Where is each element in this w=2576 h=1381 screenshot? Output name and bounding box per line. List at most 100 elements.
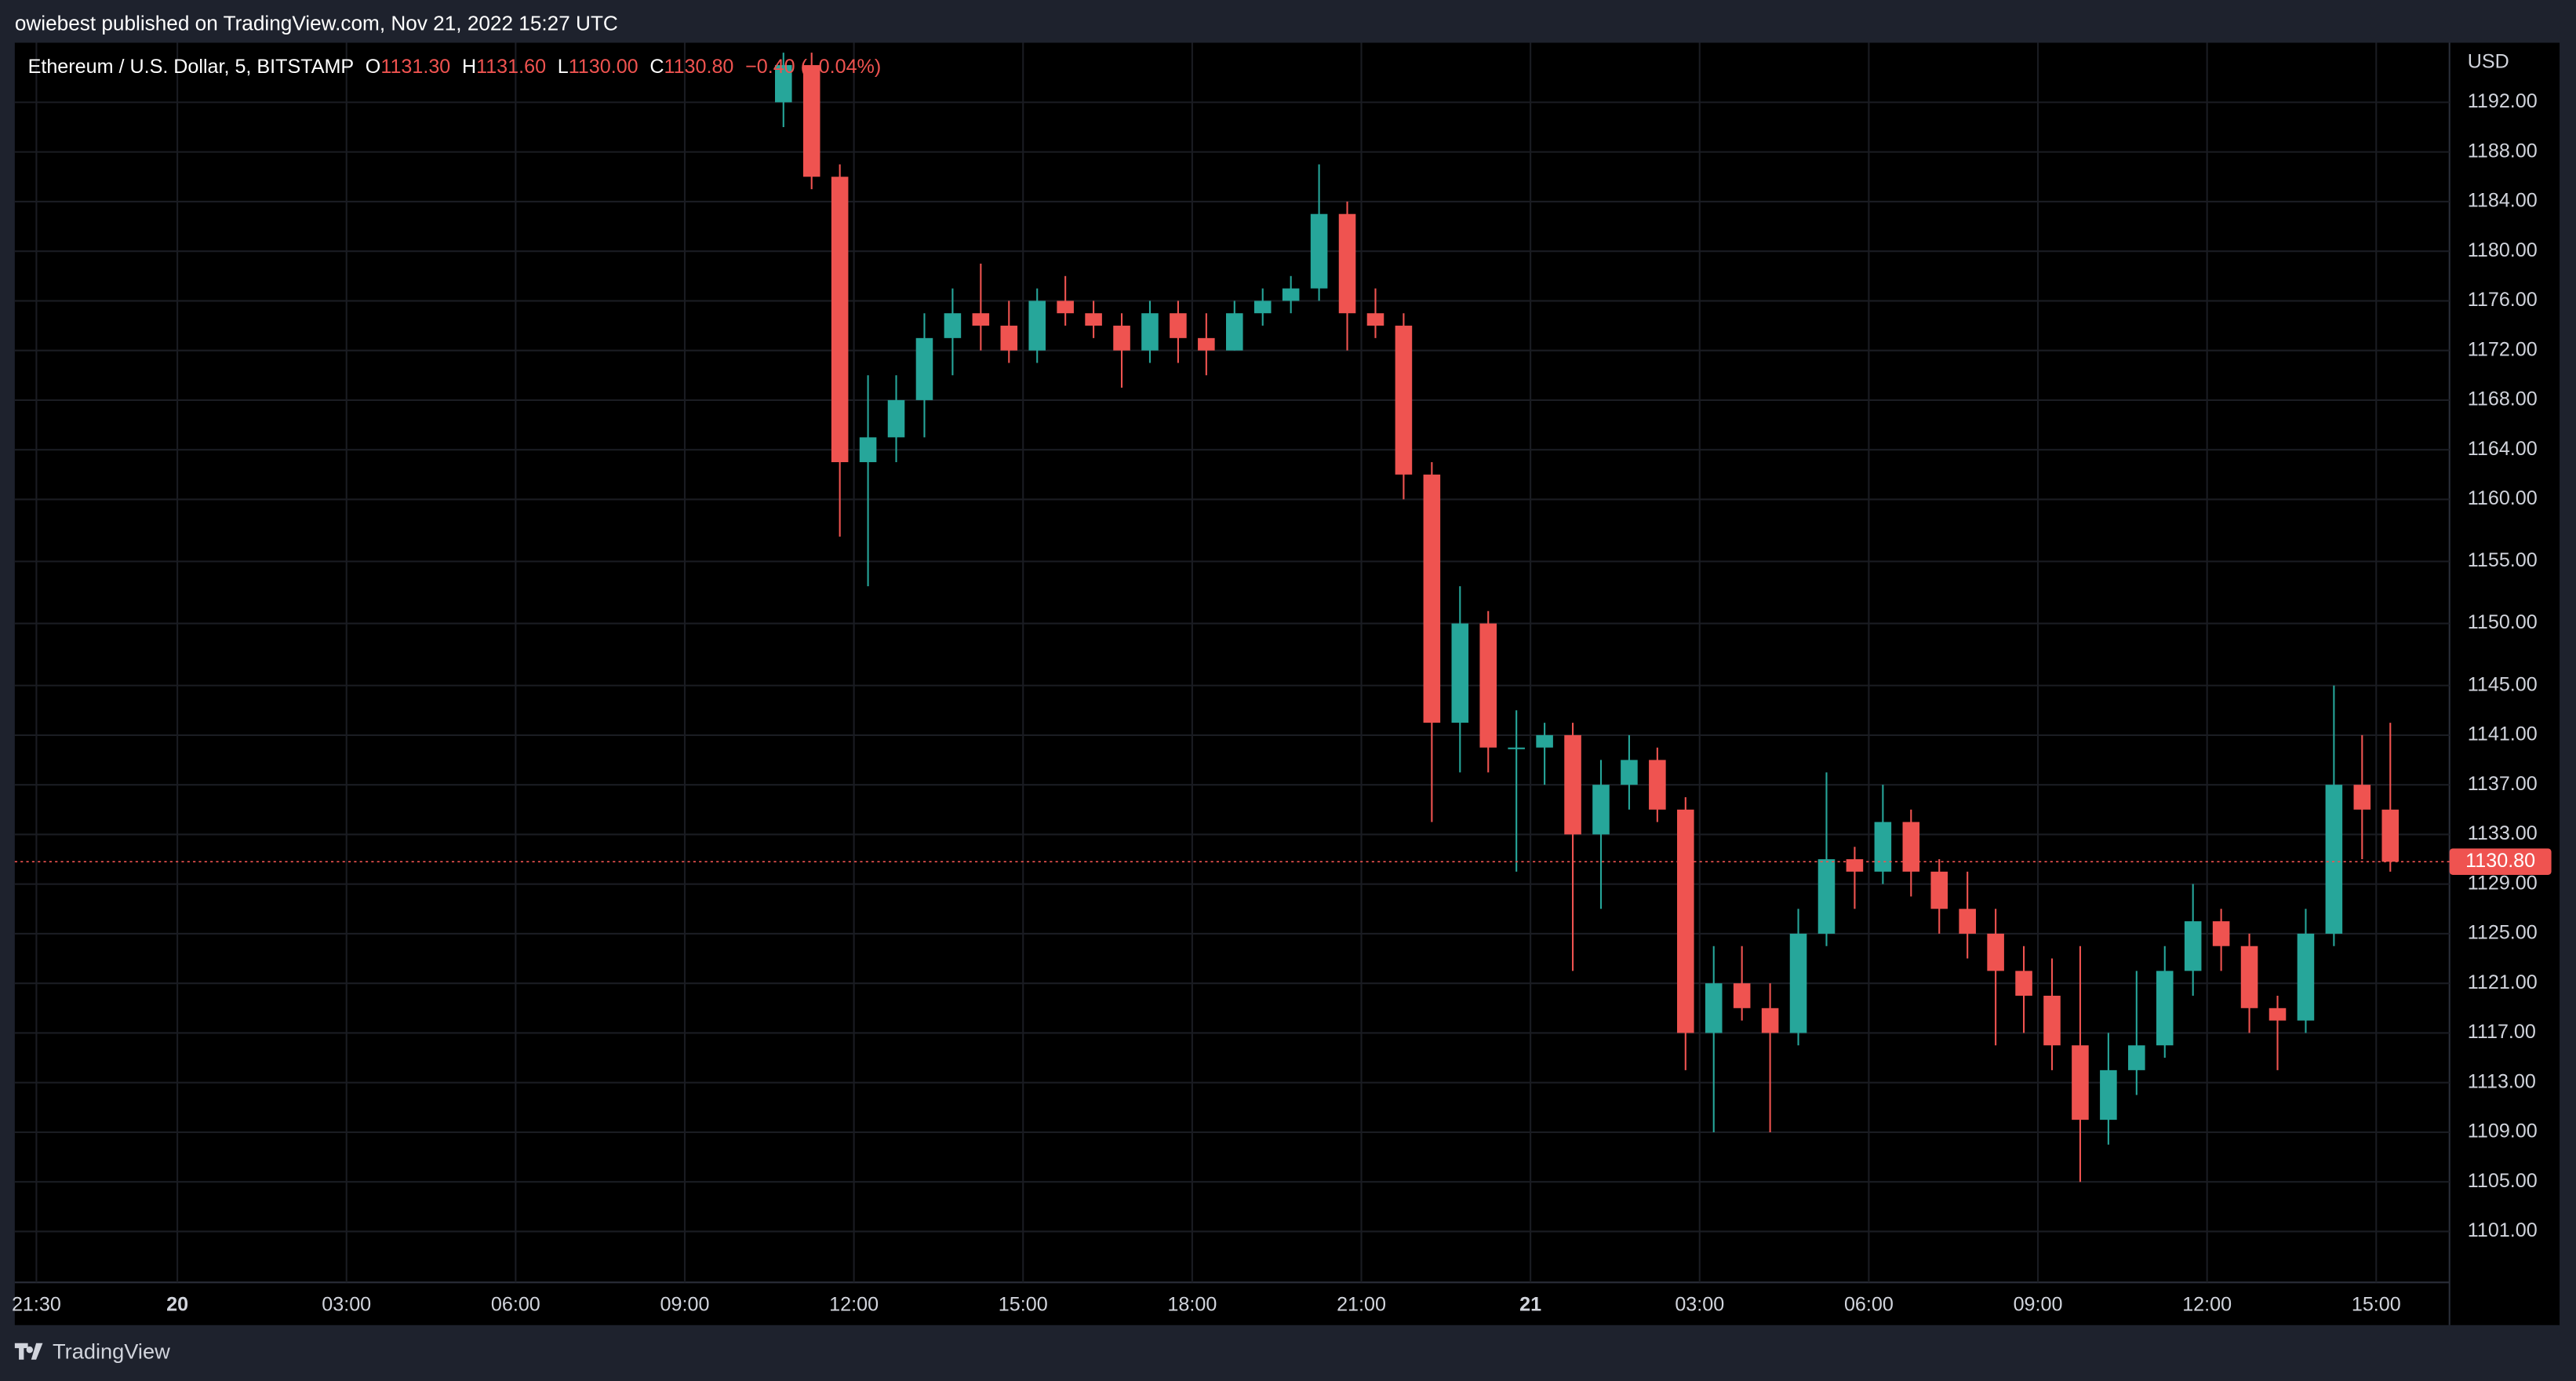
candle-body (2297, 933, 2315, 1021)
candles (774, 53, 2400, 1182)
x-tick-label: 12:00 (2182, 1293, 2232, 1315)
candle-body (1451, 623, 1469, 723)
candle-body (2128, 1045, 2145, 1070)
candle-body (1395, 326, 1413, 475)
candle-body (2325, 785, 2343, 934)
y-tick-label: 1105.00 (2468, 1170, 2538, 1192)
candle-body (1198, 337, 1215, 351)
candle-body (1874, 822, 1892, 872)
candle-body (1508, 747, 1525, 749)
candle-body (1592, 785, 1610, 835)
legend-value: 1131.60 (476, 56, 546, 78)
y-tick-label: 1150.00 (2468, 611, 2538, 633)
candle-body (2156, 971, 2174, 1046)
candle-body (1141, 313, 1159, 351)
candle-body (1338, 213, 1356, 314)
candle-body (2043, 995, 2061, 1046)
candle-body (1226, 313, 1243, 351)
candle-body (2072, 1045, 2089, 1120)
candle-body (831, 177, 849, 462)
legend-key: H (462, 56, 476, 78)
candle-body (774, 64, 792, 103)
candle-body (1310, 213, 1328, 289)
candle-body (1057, 301, 1074, 314)
y-tick-label: 1164.00 (2468, 438, 2538, 460)
last-price-box (2449, 848, 2552, 875)
x-tick-label: 09:00 (660, 1293, 710, 1315)
y-tick-label: 1168.00 (2468, 388, 2538, 410)
candle-body (1423, 474, 1441, 723)
candle-body (1649, 760, 1666, 810)
legend-change: −0.40 (−0.04%) (745, 56, 881, 78)
candle-body (1789, 933, 1807, 1033)
y-tick-label: 1184.00 (2468, 190, 2538, 212)
candle-body (2184, 921, 2202, 971)
candle-body (1761, 1008, 1779, 1033)
candle-body (1902, 822, 1920, 872)
candle-body (1705, 983, 1723, 1033)
y-tick-label: 1145.00 (2468, 673, 2538, 695)
y-tick-label: 1125.00 (2468, 922, 2538, 944)
byline: owiebest published on TradingView.com, N… (15, 11, 618, 35)
candle-body (2212, 921, 2230, 946)
candle-body (2381, 809, 2400, 862)
y-tick-label: 1180.00 (2468, 239, 2538, 261)
legend-value: 1130.80 (664, 56, 733, 78)
y-tick-label: 1192.00 (2468, 90, 2538, 112)
y-tick-label: 1129.00 (2468, 872, 2538, 894)
candle-body (944, 313, 962, 338)
y-tick-label: 1137.00 (2468, 773, 2538, 795)
candle-body (1621, 760, 1638, 785)
y-tick-label: 1141.00 (2468, 723, 2538, 745)
candle-body (1113, 326, 1130, 351)
chart-pane (14, 42, 2560, 1325)
candle-body (1564, 734, 1581, 835)
candle-body (2240, 946, 2258, 1008)
y-tick-label: 1155.00 (2468, 549, 2538, 571)
candle-body (887, 399, 905, 438)
candle-body (2015, 971, 2032, 996)
y-tick-label: 1160.00 (2468, 487, 2538, 509)
legend-key: L (558, 56, 569, 78)
candle-body (1282, 288, 1300, 301)
currency: USD (2468, 50, 2509, 72)
y-tick-label: 1113.00 (2468, 1070, 2536, 1092)
x-tick-label: 21:30 (12, 1293, 61, 1315)
candle-body (1366, 313, 1384, 326)
x-tick-label: 15:00 (2352, 1293, 2401, 1315)
candle-body (915, 337, 933, 400)
candle-body (1170, 313, 1187, 338)
candle-body (1817, 859, 1836, 934)
y-tick-label: 1101.00 (2468, 1219, 2538, 1241)
candle-body (802, 64, 820, 177)
candle-body (859, 437, 877, 462)
candle-body (1930, 871, 1948, 909)
candle-body (2269, 1008, 2287, 1021)
legend-value: 1131.30 (380, 56, 450, 78)
legend-key: O (366, 56, 381, 78)
last-price-label: 1130.80 (2465, 850, 2535, 872)
x-tick-label: 06:00 (1844, 1293, 1894, 1315)
y-tick-label: 1176.00 (2468, 289, 2538, 311)
candle-body (1028, 301, 1046, 351)
candle-body (1000, 326, 1018, 351)
candle-body (1253, 301, 1272, 314)
candle-body (1479, 623, 1497, 748)
legend-symbol: Ethereum / U.S. Dollar, 5, BITSTAMP (28, 56, 355, 78)
candle-body (1959, 909, 1976, 934)
candle-body (2353, 785, 2371, 810)
x-tick-label: 21:00 (1337, 1293, 1386, 1315)
candle-body (1987, 933, 2004, 971)
x-tick-label: 12:00 (829, 1293, 879, 1315)
brand-logo (14, 1343, 43, 1360)
candle-body (1677, 809, 1694, 1033)
y-tick-label: 1172.00 (2468, 338, 2538, 360)
candle-body (2100, 1069, 2117, 1120)
y-tick-label: 1188.00 (2468, 140, 2538, 162)
brand: TradingView (53, 1339, 170, 1364)
legend-value: 1130.00 (569, 56, 639, 78)
y-tick-label: 1117.00 (2468, 1021, 2536, 1043)
x-tick-label: 21 (1519, 1293, 1541, 1315)
